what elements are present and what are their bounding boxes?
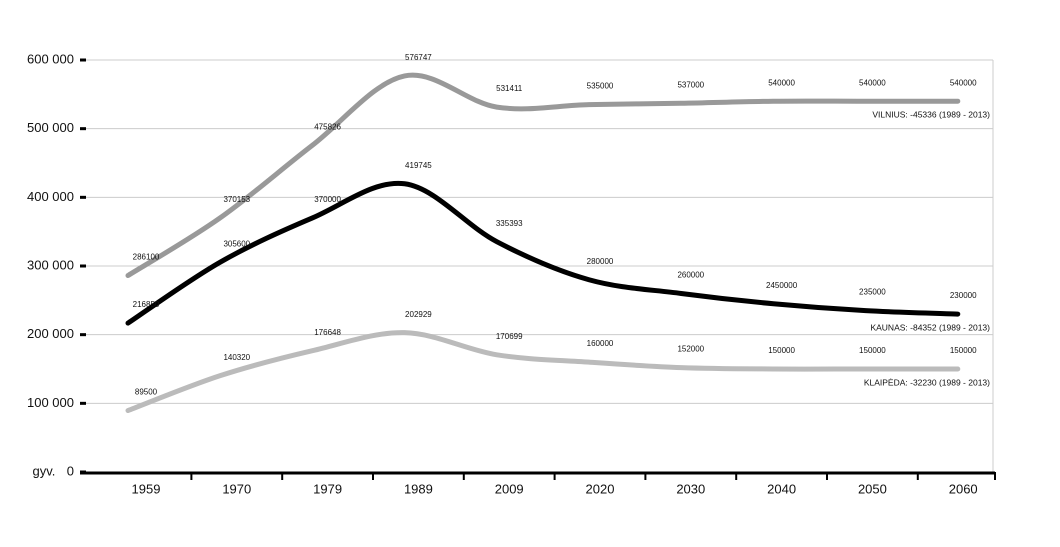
data-label: 260000 bbox=[677, 271, 704, 280]
x-tick-label: 1989 bbox=[404, 481, 433, 496]
data-label: 370153 bbox=[223, 195, 250, 204]
y-tick-label: 500 000 bbox=[27, 120, 74, 135]
x-tick-label: 2020 bbox=[586, 481, 615, 496]
data-label: 540000 bbox=[768, 78, 795, 87]
series-label: KAUNAS: -84352 (1989 - 2013) bbox=[870, 322, 990, 332]
line-series bbox=[125, 72, 961, 279]
y-tick-label: 200 000 bbox=[27, 326, 74, 341]
data-label: 475826 bbox=[314, 122, 341, 131]
data-label: 150000 bbox=[859, 346, 886, 355]
data-label: 176648 bbox=[314, 328, 341, 337]
data-label: 160000 bbox=[587, 339, 614, 348]
data-label: 540000 bbox=[950, 78, 977, 87]
x-tick-label: 2050 bbox=[858, 481, 887, 496]
x-tick-label: 2040 bbox=[767, 481, 796, 496]
data-label: 2450000 bbox=[766, 281, 798, 290]
series-label: VILNIUS: -45336 (1989 - 2013) bbox=[872, 109, 990, 119]
data-label: 152000 bbox=[677, 345, 704, 354]
data-label: 531411 bbox=[496, 84, 523, 93]
y-tick-label: 0 bbox=[67, 463, 74, 478]
data-label: 140320 bbox=[223, 353, 250, 362]
data-label: 202929 bbox=[405, 310, 432, 319]
x-tick-label: 1959 bbox=[132, 481, 161, 496]
data-label: 419745 bbox=[405, 161, 432, 170]
data-label: 170699 bbox=[496, 332, 523, 341]
data-label: 305600 bbox=[223, 239, 250, 248]
data-label: 150000 bbox=[950, 346, 977, 355]
data-label: 537000 bbox=[677, 80, 704, 89]
x-tick-label: 2030 bbox=[676, 481, 705, 496]
series-label: KLAIPĖDA: -32230 (1989 - 2013) bbox=[864, 377, 990, 387]
data-label: 150000 bbox=[768, 346, 795, 355]
data-label: 89500 bbox=[135, 388, 158, 397]
x-tick-label: 1970 bbox=[222, 481, 251, 496]
data-label: 216850 bbox=[133, 300, 160, 309]
y-tick-label: 300 000 bbox=[27, 257, 74, 272]
data-label: 576747 bbox=[405, 53, 432, 62]
data-label: 280000 bbox=[587, 257, 614, 266]
line-series bbox=[125, 330, 961, 414]
y-axis-label: gyv. bbox=[33, 463, 56, 478]
line-series bbox=[125, 180, 961, 326]
data-label: 370000 bbox=[314, 195, 341, 204]
y-tick-label: 400 000 bbox=[27, 189, 74, 204]
y-tick-label: 100 000 bbox=[27, 395, 74, 410]
data-label: 286100 bbox=[133, 253, 160, 262]
y-tick-label: 600 000 bbox=[27, 51, 74, 66]
data-label: 230000 bbox=[950, 291, 977, 300]
data-label: 235000 bbox=[859, 288, 886, 297]
x-tick-label: 1979 bbox=[313, 481, 342, 496]
x-tick-label: 2009 bbox=[495, 481, 524, 496]
x-tick-label: 2060 bbox=[949, 481, 978, 496]
data-label: 335393 bbox=[496, 219, 523, 228]
data-label: 540000 bbox=[859, 78, 886, 87]
data-label: 535000 bbox=[587, 82, 614, 91]
